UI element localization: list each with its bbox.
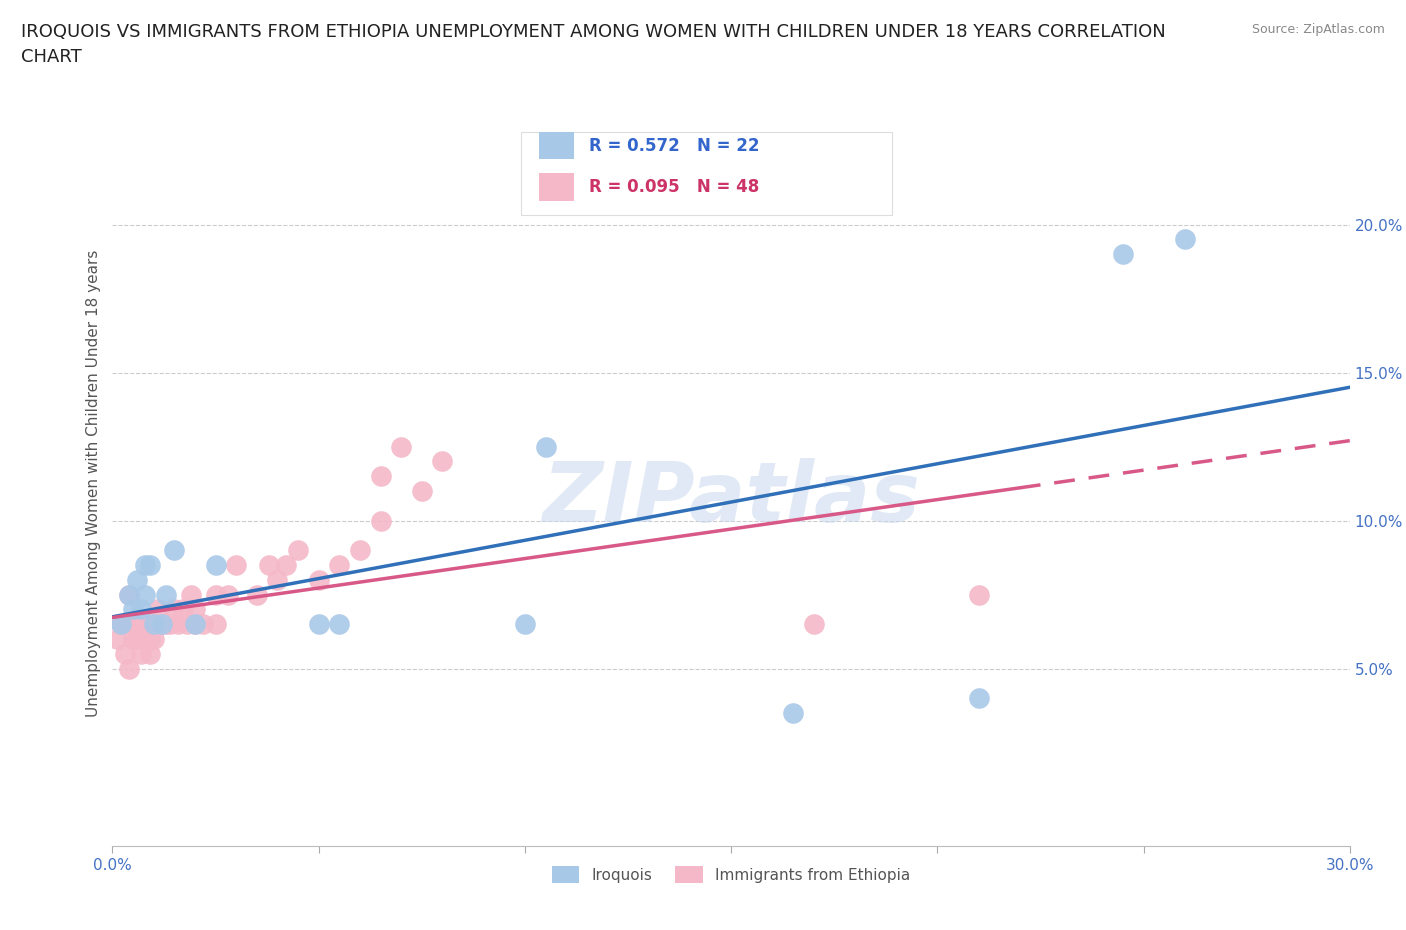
Point <box>163 602 186 617</box>
Point <box>193 617 215 631</box>
Point <box>432 454 454 469</box>
Point <box>967 691 990 706</box>
Text: IROQUOIS VS IMMIGRANTS FROM ETHIOPIA UNEMPLOYMENT AMONG WOMEN WITH CHILDREN UNDE: IROQUOIS VS IMMIGRANTS FROM ETHIOPIA UNE… <box>21 23 1166 66</box>
Point <box>127 631 149 646</box>
Point <box>146 602 169 617</box>
Point <box>389 439 412 454</box>
Point <box>803 617 825 631</box>
Point <box>159 617 181 631</box>
Point <box>142 631 165 646</box>
Point <box>513 617 536 631</box>
Point <box>184 602 207 617</box>
Point <box>370 513 392 528</box>
Point <box>131 602 153 617</box>
Point <box>142 617 165 631</box>
Point <box>134 631 156 646</box>
Point <box>134 617 156 631</box>
Point <box>328 558 350 573</box>
Point <box>118 661 141 676</box>
Point <box>287 543 309 558</box>
Point <box>204 617 226 631</box>
Point <box>167 617 190 631</box>
Point <box>122 617 145 631</box>
Text: Source: ZipAtlas.com: Source: ZipAtlas.com <box>1251 23 1385 36</box>
Point <box>138 558 160 573</box>
Point <box>217 587 239 602</box>
Y-axis label: Unemployment Among Women with Children Under 18 years: Unemployment Among Women with Children U… <box>86 250 101 717</box>
Point <box>328 617 350 631</box>
Point <box>1112 246 1135 261</box>
Point <box>118 587 141 602</box>
Point <box>131 617 153 631</box>
Point <box>150 617 173 631</box>
Text: ZIPatlas: ZIPatlas <box>543 458 920 538</box>
Point <box>184 617 207 631</box>
Point <box>127 572 149 587</box>
Point <box>150 617 173 631</box>
Point <box>110 617 132 631</box>
Point <box>1174 232 1197 246</box>
Point <box>172 602 194 617</box>
Point <box>204 558 226 573</box>
Text: R = 0.572   N = 22: R = 0.572 N = 22 <box>589 137 759 154</box>
Point <box>967 587 990 602</box>
Point <box>134 587 156 602</box>
Point <box>184 617 207 631</box>
FancyBboxPatch shape <box>540 173 574 201</box>
Point <box>225 558 247 573</box>
Point <box>308 617 330 631</box>
Point <box>131 646 153 661</box>
Point <box>274 558 297 573</box>
Point <box>370 469 392 484</box>
Point <box>349 543 371 558</box>
Point <box>266 572 288 587</box>
Point <box>105 631 128 646</box>
Point <box>176 617 198 631</box>
Point <box>534 439 557 454</box>
Point <box>155 617 177 631</box>
Point <box>134 558 156 573</box>
Point <box>204 587 226 602</box>
Point <box>118 587 141 602</box>
Point <box>163 543 186 558</box>
Point <box>138 646 160 661</box>
Point <box>122 602 145 617</box>
Point <box>127 617 149 631</box>
Point <box>180 587 202 602</box>
FancyBboxPatch shape <box>520 132 891 215</box>
Point <box>308 572 330 587</box>
Point <box>782 706 804 721</box>
Legend: Iroquois, Immigrants from Ethiopia: Iroquois, Immigrants from Ethiopia <box>546 859 917 889</box>
Text: R = 0.095   N = 48: R = 0.095 N = 48 <box>589 178 759 196</box>
FancyBboxPatch shape <box>540 132 574 159</box>
Point <box>411 484 433 498</box>
Point <box>142 617 165 631</box>
Point <box>114 646 136 661</box>
Point <box>122 631 145 646</box>
Point <box>138 631 160 646</box>
Point <box>257 558 280 573</box>
Point <box>110 617 132 631</box>
Point <box>246 587 269 602</box>
Point <box>155 587 177 602</box>
